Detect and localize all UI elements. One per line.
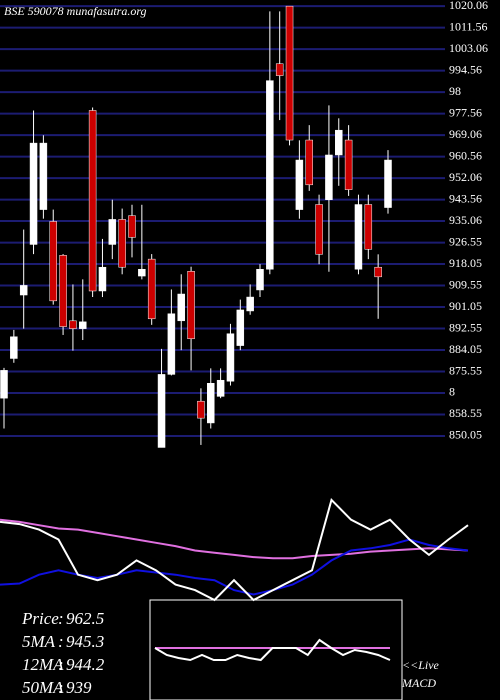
candle-body bbox=[305, 139, 313, 186]
stat-value: 945.3 bbox=[66, 632, 104, 651]
candle-body bbox=[79, 321, 87, 329]
candle-body bbox=[138, 268, 146, 277]
y-tick-label: 935.06 bbox=[449, 213, 482, 227]
candle-body bbox=[157, 374, 166, 448]
y-tick-label: 875.55 bbox=[449, 363, 482, 377]
candle-body bbox=[226, 333, 235, 382]
stat-label: 50MA bbox=[22, 678, 64, 697]
candle-body bbox=[29, 142, 38, 245]
y-tick-label: 1020.06 bbox=[449, 0, 488, 12]
candle-body bbox=[295, 159, 304, 210]
stat-value: 939 bbox=[66, 678, 92, 697]
candle-body bbox=[108, 219, 117, 245]
y-tick-label: 98 bbox=[449, 84, 461, 98]
y-tick-label: 884.05 bbox=[449, 342, 482, 356]
y-tick-label: 977.56 bbox=[449, 105, 482, 119]
candle-body bbox=[59, 255, 67, 327]
candle-body bbox=[325, 154, 333, 200]
candle-body bbox=[207, 383, 215, 424]
y-tick-label: 901.05 bbox=[449, 299, 482, 313]
stat-sep: : bbox=[58, 655, 64, 674]
macd-title: <<Live bbox=[402, 658, 440, 672]
candle-body bbox=[315, 204, 323, 255]
candle-body bbox=[197, 400, 205, 419]
stat-sep: : bbox=[58, 632, 64, 651]
candle-body bbox=[236, 309, 245, 346]
y-tick-label: 943.56 bbox=[449, 191, 482, 205]
stat-label: 12MA bbox=[22, 655, 64, 674]
candle-body bbox=[118, 219, 126, 268]
candle-body bbox=[98, 266, 107, 292]
candle-body bbox=[10, 336, 18, 359]
y-tick-label: 8 bbox=[449, 385, 455, 399]
line-series bbox=[0, 518, 469, 560]
stat-value: 944.2 bbox=[66, 655, 105, 674]
candle-body bbox=[0, 370, 8, 399]
candle-body bbox=[49, 221, 57, 302]
y-tick-label: 994.56 bbox=[449, 62, 482, 76]
candle-body bbox=[147, 258, 156, 320]
stat-label: Price bbox=[21, 609, 59, 628]
candle-body bbox=[69, 320, 77, 329]
macd-box bbox=[149, 599, 403, 700]
candle-body bbox=[364, 204, 373, 250]
y-tick-label: 1011.56 bbox=[449, 19, 488, 33]
candle-body bbox=[19, 285, 28, 296]
candle-body bbox=[335, 129, 343, 156]
y-tick-label: 1003.06 bbox=[449, 41, 488, 55]
candle-body bbox=[256, 268, 264, 291]
y-tick-label: 909.55 bbox=[449, 277, 482, 291]
candle-body bbox=[374, 266, 382, 278]
candle-body bbox=[354, 204, 363, 270]
y-tick-label: 926.55 bbox=[449, 234, 482, 248]
candle-body bbox=[285, 5, 294, 141]
line-series bbox=[0, 497, 469, 602]
macd-subtitle: MACD bbox=[401, 676, 436, 690]
candle-body bbox=[344, 139, 353, 190]
y-tick-label: 918.05 bbox=[449, 256, 482, 270]
candle-body bbox=[246, 296, 254, 312]
candle-body bbox=[216, 379, 225, 397]
candle-body bbox=[187, 271, 195, 340]
stat-label: 5MA bbox=[22, 632, 56, 651]
y-tick-label: 952.06 bbox=[449, 170, 482, 184]
candle-body bbox=[39, 142, 48, 210]
y-tick-label: 850.05 bbox=[449, 428, 482, 442]
candle-body bbox=[177, 293, 185, 322]
stat-value: 962.5 bbox=[66, 609, 104, 628]
candle-body bbox=[266, 80, 274, 270]
candle-body bbox=[384, 159, 392, 208]
line-series bbox=[154, 638, 391, 662]
candle-body bbox=[128, 215, 136, 238]
y-tick-label: 960.56 bbox=[449, 148, 482, 162]
chart-title: BSE 590078 munafasutra.org bbox=[4, 4, 147, 18]
candle-body bbox=[275, 63, 284, 76]
y-tick-label: 892.55 bbox=[449, 320, 482, 334]
y-tick-label: 858.55 bbox=[449, 406, 482, 420]
candle-body bbox=[167, 313, 176, 375]
stat-sep: : bbox=[58, 678, 64, 697]
candle-body bbox=[88, 110, 97, 292]
y-tick-label: 969.06 bbox=[449, 127, 482, 141]
stat-sep: : bbox=[58, 609, 64, 628]
